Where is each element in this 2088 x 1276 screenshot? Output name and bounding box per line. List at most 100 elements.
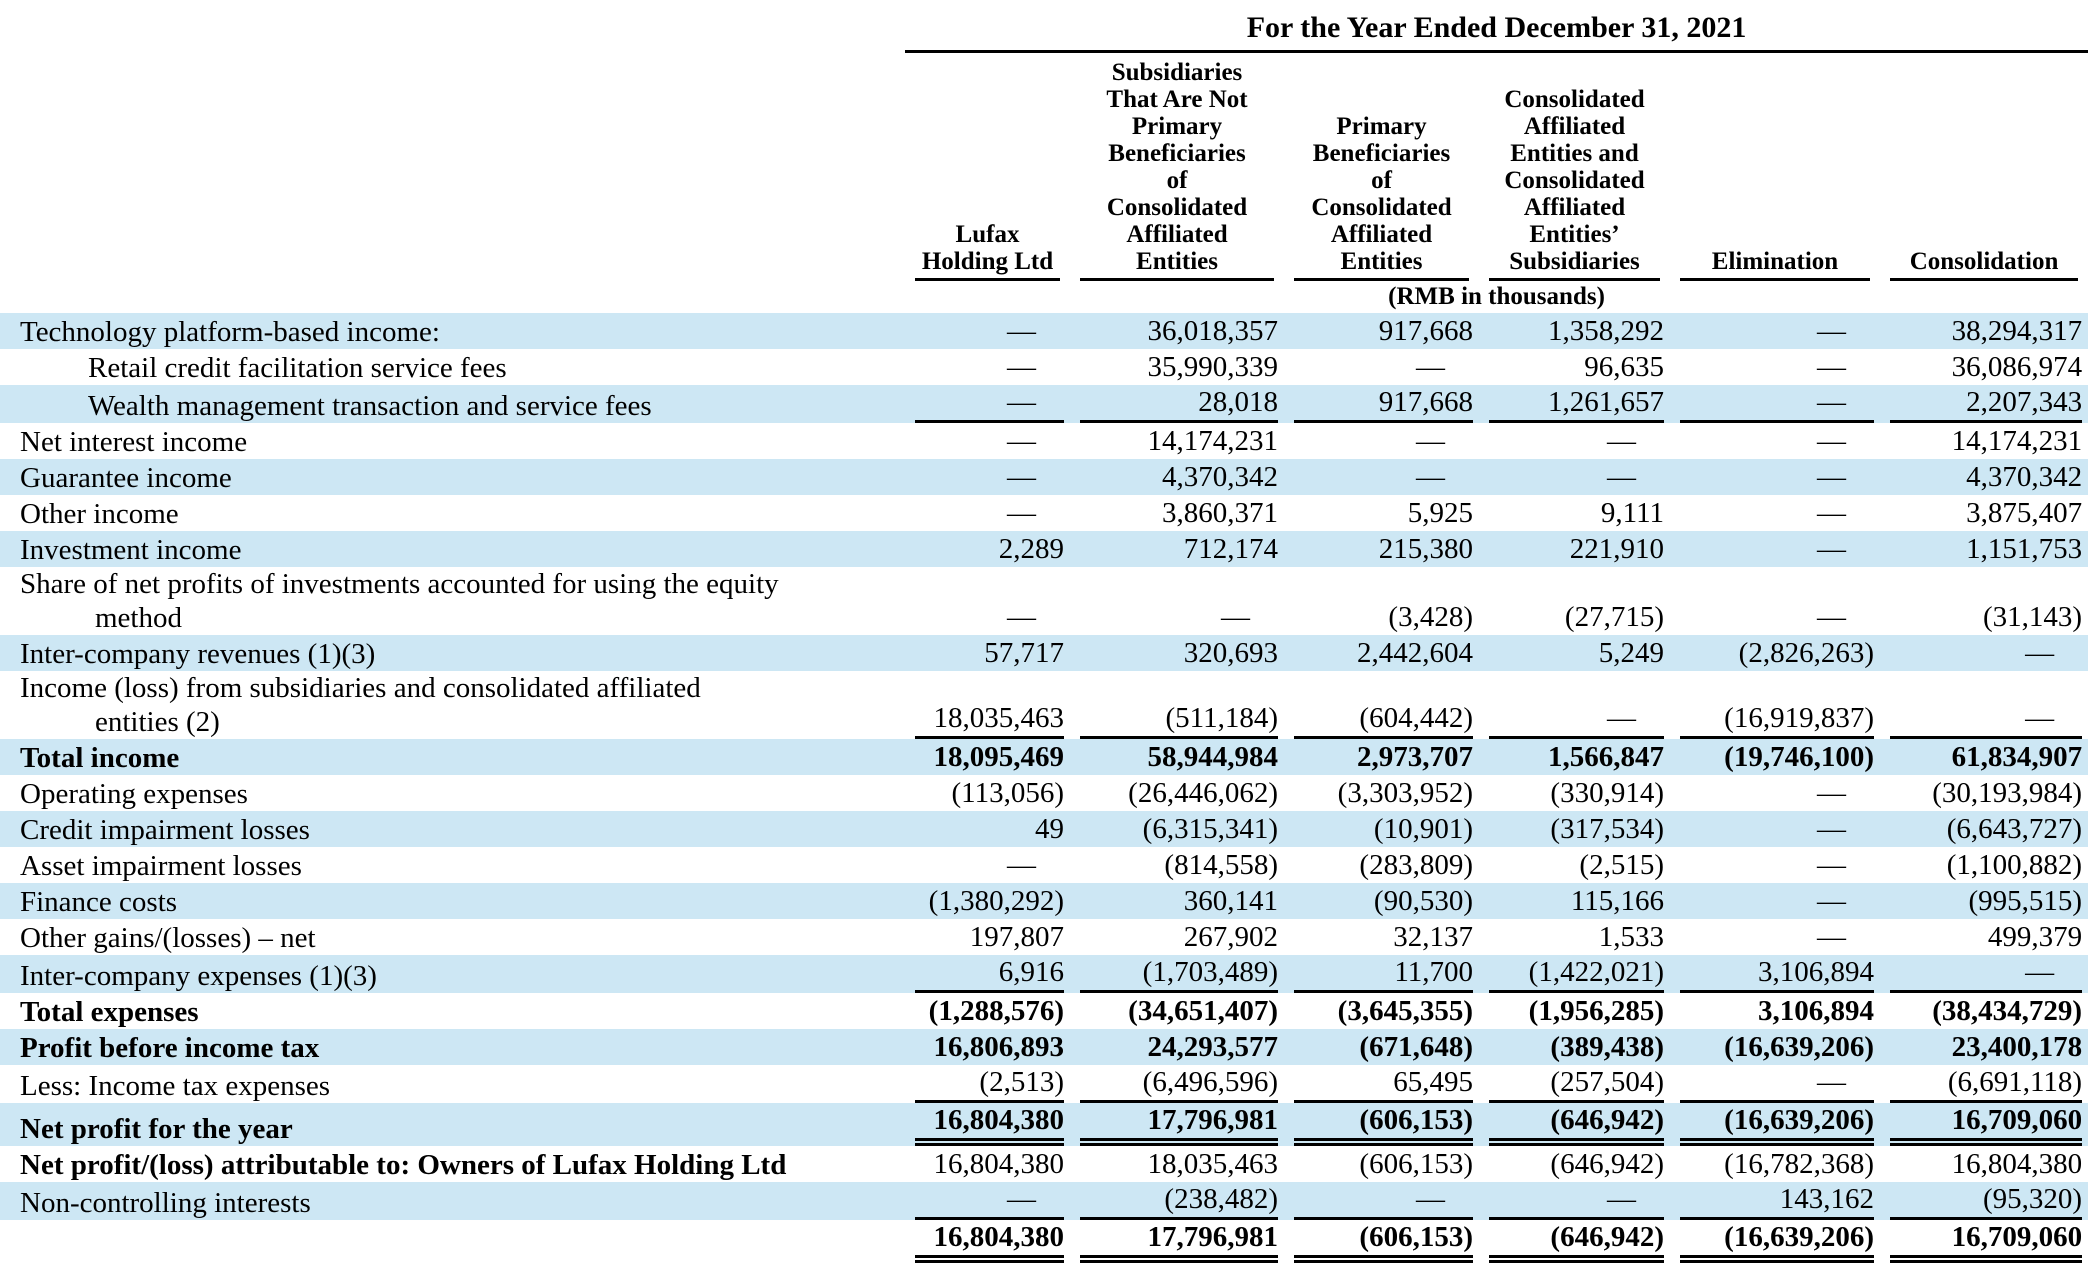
cell-value: (26,446,062) <box>1128 777 1278 809</box>
cell-value: — <box>905 459 1070 495</box>
cell-value: — <box>1007 601 1036 633</box>
cell-value: (19,746,100) <box>1670 739 1880 775</box>
column-header-line: Lufax <box>955 221 1020 248</box>
column-header-line: Consolidated <box>1504 167 1645 194</box>
cell-value: 6,916 <box>905 955 1070 993</box>
row-label: Less: Income tax expenses <box>20 1070 331 1102</box>
cell-value: 16,804,380 <box>1951 1148 2083 1180</box>
cell-value: (1,703,489) <box>1070 955 1284 993</box>
column-header-line: Entities and <box>1510 140 1639 167</box>
cell-value: — <box>1670 531 1880 567</box>
cell-value: — <box>1817 849 1846 881</box>
cell-value: 24,293,577 <box>1070 1029 1284 1065</box>
row-label: Retail credit facilitation service fees <box>88 352 507 384</box>
column-header-line: Holding Ltd <box>921 248 1054 275</box>
cell-value: 11,700 <box>1284 955 1479 993</box>
column-header-line: Consolidated <box>1504 86 1645 113</box>
cell-value: — <box>1284 1182 1479 1220</box>
cell-value: — <box>905 313 1070 349</box>
table-row: Wealth management transaction and servic… <box>0 385 2088 423</box>
cell-value: (16,782,368) <box>1724 1148 1874 1180</box>
cell-value: 18,035,463 <box>905 671 1070 739</box>
row-label: Other income <box>20 498 179 530</box>
table-row: Profit before income tax 16,806,893 24,293… <box>0 1029 2088 1065</box>
row-label: Wealth management transaction and servic… <box>0 385 905 423</box>
column-header: Lufax Holding Ltd <box>905 53 1070 281</box>
cell-value: 2,289 <box>905 531 1070 567</box>
cell-value: (1,100,882) <box>1946 849 2083 881</box>
cell-value: (16,639,206) <box>1670 1103 1880 1146</box>
cell-value: 14,174,231 <box>1147 425 1279 457</box>
column-header: Consolidated Affiliated Entities and Consol… <box>1479 53 1670 281</box>
cell-value: 1,358,292 <box>1479 313 1670 349</box>
cell-value: 3,106,894 <box>1758 995 1874 1027</box>
cell-value: (6,315,341) <box>1070 811 1284 847</box>
row-label: Other gains/(losses) – net <box>20 922 316 954</box>
cell-value: (995,515) <box>1880 883 2088 919</box>
cell-value: (257,504) <box>1479 1065 1670 1103</box>
row-label: Profit before income tax <box>0 1029 905 1065</box>
cell-value: (3,645,355) <box>1337 995 1473 1027</box>
row-label: Guarantee income <box>0 459 905 495</box>
column-header-line: Beneficiaries <box>1312 140 1451 167</box>
cell-value: (317,534) <box>1479 811 1670 847</box>
table-row: Inter-company revenues (1)(3) 57,717 320,6… <box>0 635 2088 671</box>
cell-value: (1,422,021) <box>1479 955 1670 993</box>
cell-value: 16,804,380 <box>905 1220 1070 1263</box>
cell-value: — <box>1479 459 1670 495</box>
cell-value: 14,174,231 <box>1951 425 2083 457</box>
cell-value: 38,294,317 <box>1880 313 2088 349</box>
cell-value: (3,303,952) <box>1337 777 1473 809</box>
cell-value: 267,902 <box>1183 921 1278 953</box>
table-row: Less: Income tax expenses (2,513) (6,496,5… <box>0 1065 2088 1103</box>
cell-value: (27,715) <box>1564 601 1664 633</box>
unit-note: (RMB in thousands) <box>1388 283 1605 310</box>
cell-value: (646,942) <box>1479 1220 1670 1263</box>
cell-value: (646,942) <box>1479 1103 1670 1146</box>
cell-value: 9,111 <box>1600 497 1664 529</box>
cell-value: 5,925 <box>1407 497 1473 529</box>
cell-value: (814,558) <box>1164 849 1278 881</box>
cell-value: — <box>1007 351 1036 383</box>
column-header: Primary Beneficiaries of Consolidated Affili… <box>1284 53 1479 281</box>
cell-value: 36,018,357 <box>1070 313 1284 349</box>
cell-value: 17,796,981 <box>1070 1103 1284 1146</box>
cell-value: 96,635 <box>1584 351 1664 383</box>
empty-corner-cell <box>0 53 905 281</box>
column-header: Consolidation <box>1880 53 2088 281</box>
column-header-line: Entities’ <box>1529 221 1620 248</box>
table-row: Retail credit facilitation service fees —… <box>0 349 2088 385</box>
column-header-line: of <box>1166 167 1188 194</box>
cell-value: (238,482) <box>1070 1182 1284 1220</box>
column-header-line: Consolidation <box>1909 248 2059 275</box>
cell-value: 28,018 <box>1070 385 1284 423</box>
column-header-line: Subsidiaries <box>1509 248 1640 275</box>
cell-value: 197,807 <box>969 921 1064 953</box>
cell-value: (511,184) <box>1070 671 1284 739</box>
cell-value: (606,153) <box>1359 1148 1473 1180</box>
cell-value: (10,901) <box>1284 811 1479 847</box>
column-header: Subsidiaries That Are Not Primary Beneficia… <box>1070 53 1284 281</box>
row-label: Total expenses <box>20 996 199 1028</box>
period-header: For the Year Ended December 31, 2021 <box>905 10 2088 53</box>
cell-value: — <box>905 385 1070 423</box>
cell-value: — <box>1880 635 2088 671</box>
row-label: Total income <box>0 739 905 775</box>
cell-value: 32,137 <box>1393 921 1473 953</box>
cell-value: — <box>1416 351 1445 383</box>
table-row: 16,804,380 17,796,981 (606,153) (646,942) (1… <box>0 1220 2088 1263</box>
row-label: Investment income <box>0 531 905 567</box>
table-row: Total income 18,095,469 58,944,984 2,973,70… <box>0 739 2088 775</box>
cell-value: — <box>1284 459 1479 495</box>
cell-value: (2,513) <box>905 1065 1070 1103</box>
table-row: Technology platform-based income: —36,018… <box>0 313 2088 349</box>
cell-value: — <box>1817 601 1846 633</box>
column-header-line: Entities <box>1136 248 1218 275</box>
table-row: Credit impairment losses 49 (6,315,341) (10… <box>0 811 2088 847</box>
cell-value: 16,709,060 <box>1880 1103 2088 1146</box>
table-row: Net profit/(loss) attributable to: Owner… <box>0 1146 2088 1182</box>
cell-value: 1,151,753 <box>1880 531 2088 567</box>
cell-value: — <box>1817 497 1846 529</box>
cell-value: (3,428) <box>1388 601 1473 633</box>
cell-value: 143,162 <box>1670 1182 1880 1220</box>
